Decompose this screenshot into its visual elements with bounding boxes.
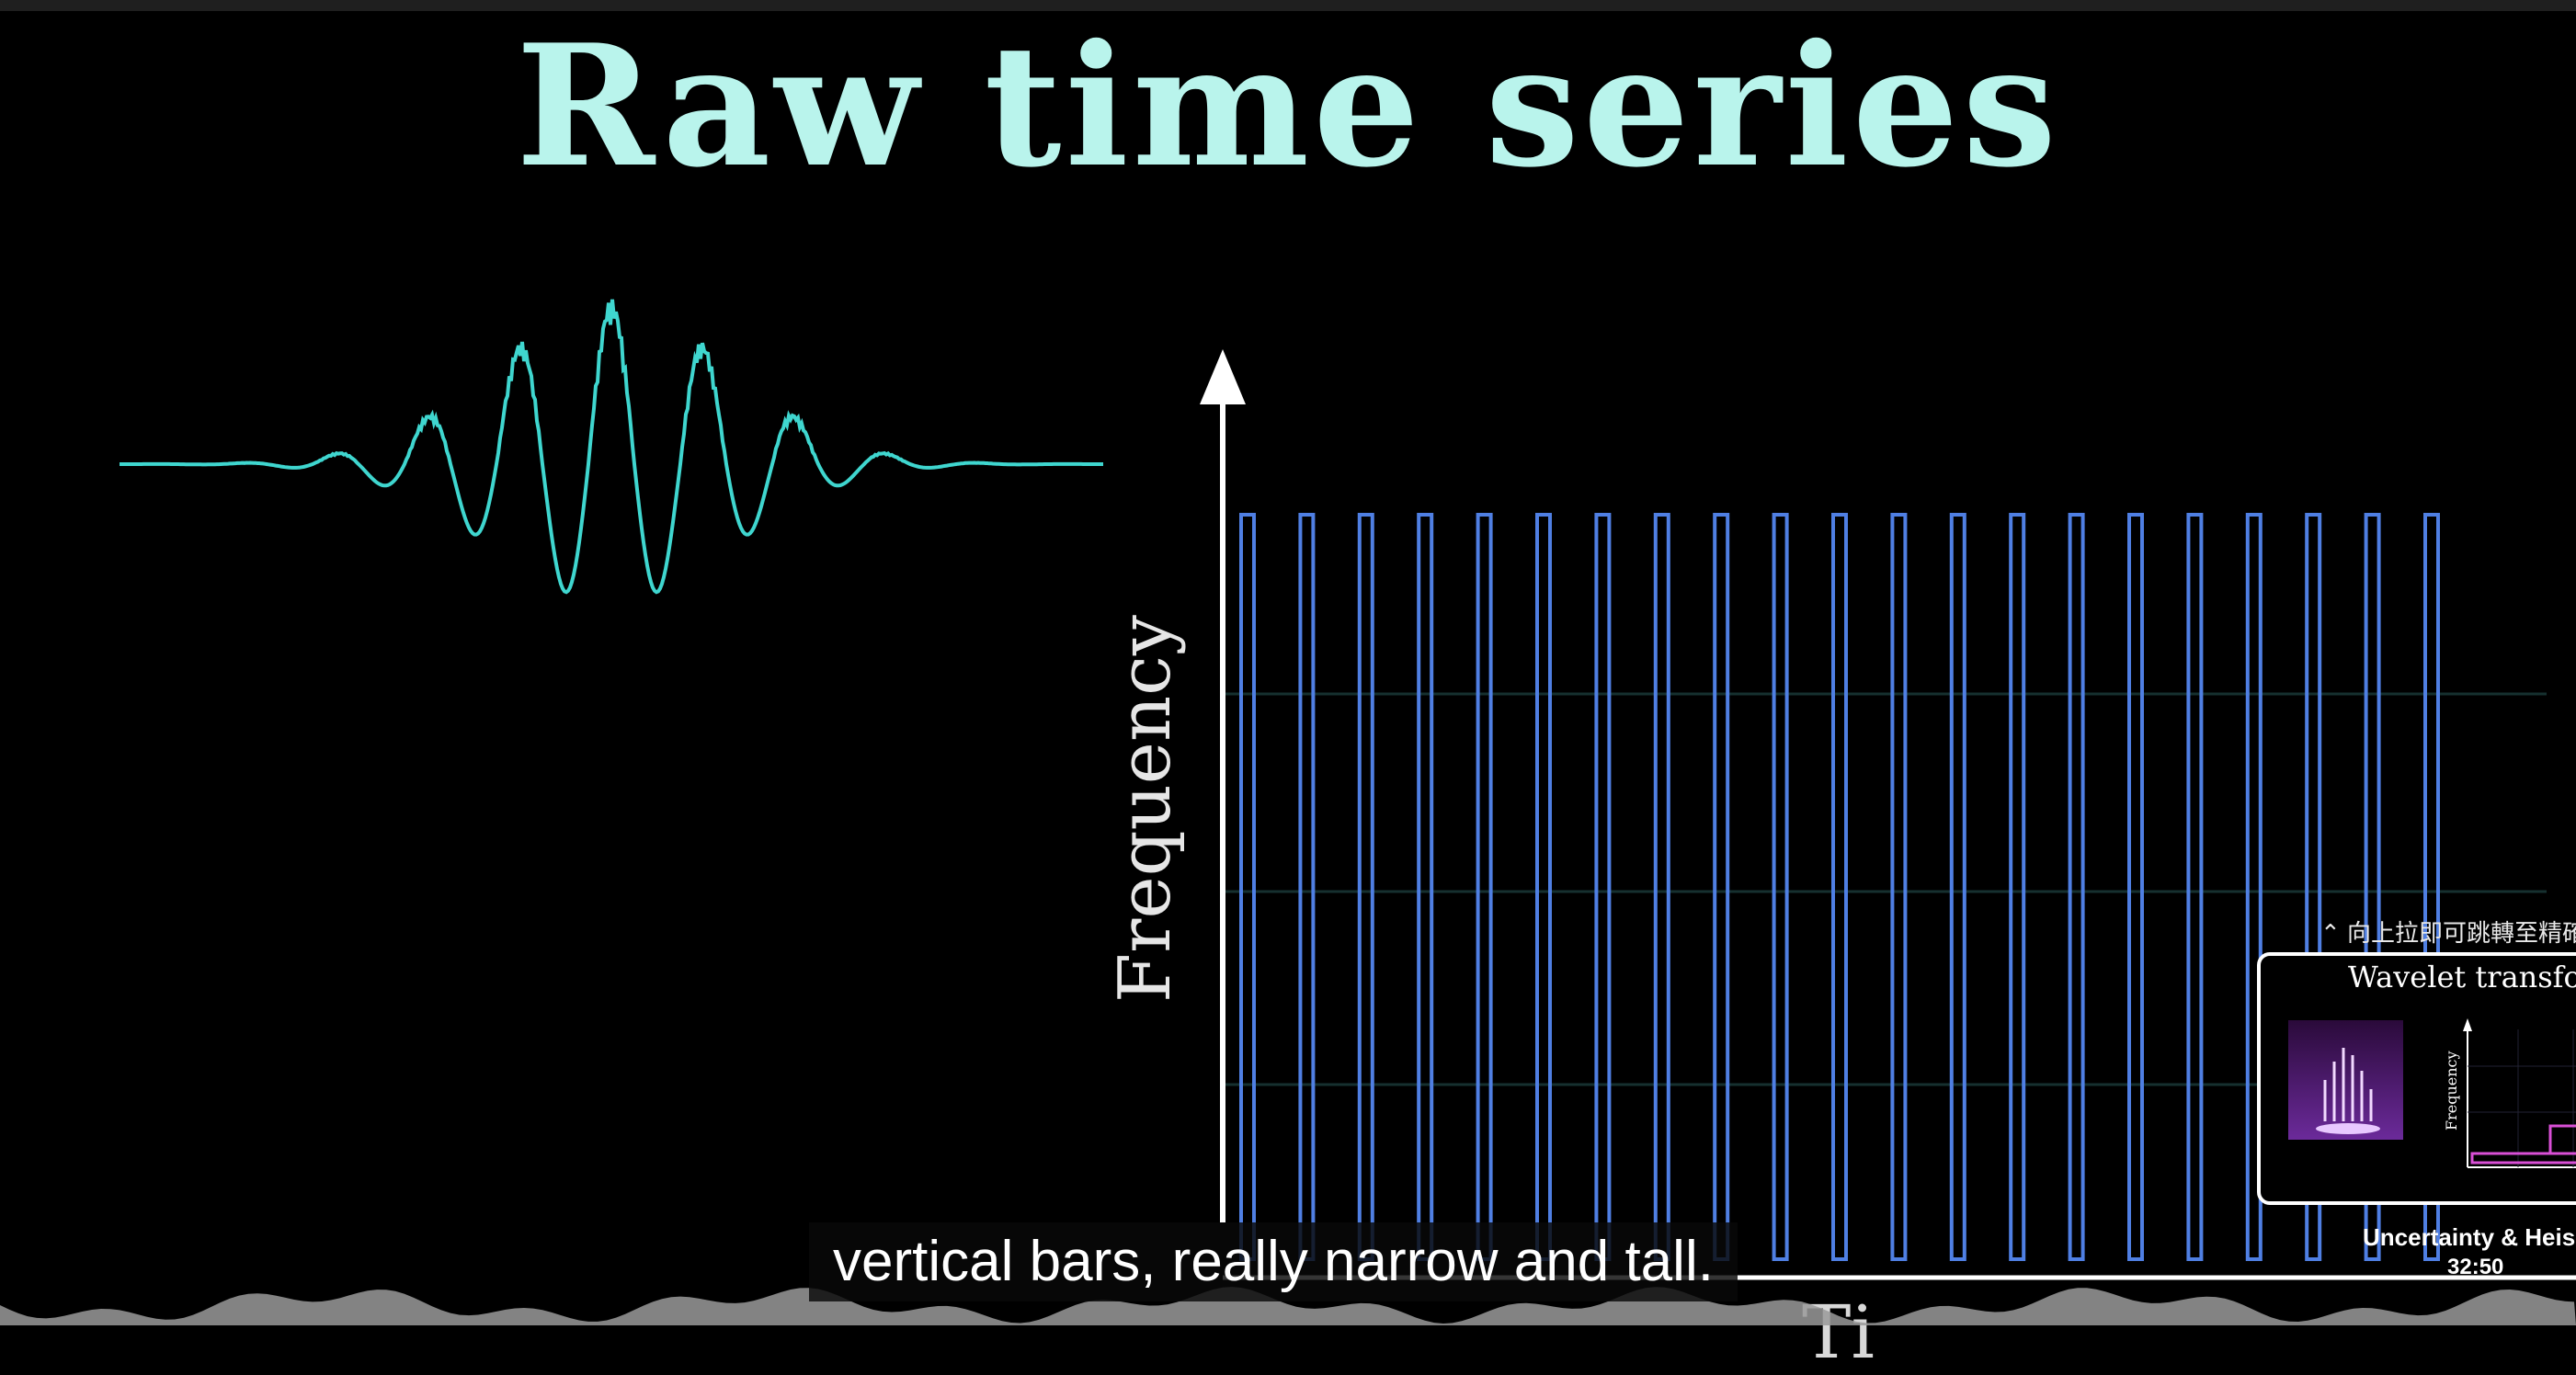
slide-title: Raw time series	[516, 7, 2060, 204]
thumbnail-preview-image	[2288, 1020, 2403, 1140]
spectrogram-bar-18	[2245, 513, 2263, 1261]
spectrogram-bar-8	[1653, 513, 1670, 1261]
y-axis-label: Frequency	[1104, 615, 1187, 1003]
spectrogram-bar-5	[1476, 513, 1493, 1261]
next-video-duration: 32:50	[2447, 1255, 2504, 1279]
spectrogram-bar-13	[1949, 513, 1966, 1261]
spectrogram-bar-15	[2068, 513, 2085, 1261]
spectrogram-bar-4	[1417, 513, 1434, 1261]
spectrogram-bar-7	[1594, 513, 1612, 1261]
thumbnail-y-label: Frequency	[2443, 1051, 2460, 1131]
raw-waveform	[120, 299, 1103, 595]
swipe-up-hint[interactable]: ⌃ 向上拉即可跳轉至精確的	[2320, 919, 2576, 947]
spectrogram-chart	[1200, 349, 2576, 1280]
audio-waveform-overlay	[0, 1287, 2576, 1325]
spectrogram-bar-14	[2009, 513, 2026, 1261]
spectrogram-bar-10	[1772, 513, 1789, 1261]
spectrogram-bar-16	[2127, 513, 2144, 1261]
thumbnail-title: Wavelet transfor	[2348, 960, 2576, 994]
spectrogram-bar-17	[2186, 513, 2204, 1261]
subtitle-caption: vertical bars, really narrow and tall.	[809, 1222, 1738, 1301]
spectrogram-bar-2	[1298, 513, 1316, 1261]
next-video-title[interactable]: Uncertainty & Heise	[2363, 1223, 2576, 1251]
spectrogram-bar-9	[1713, 513, 1730, 1261]
spectrogram-bar-12	[1890, 513, 1908, 1261]
spectrogram-bar-19	[2305, 513, 2322, 1261]
spectrogram-bar-11	[1831, 513, 1848, 1261]
spectrogram-bar-6	[1535, 513, 1552, 1261]
spectrogram-bar-3	[1357, 513, 1374, 1261]
spectrogram-bar-21	[2423, 513, 2440, 1261]
top-bar	[0, 0, 2576, 11]
next-video-thumbnail[interactable]: Frequency Wavelet transfor	[2257, 952, 2576, 1205]
spectrogram-bar-1	[1239, 513, 1256, 1261]
spectrogram-bar-20	[2364, 513, 2381, 1261]
y-axis-arrowhead	[1200, 349, 1246, 404]
